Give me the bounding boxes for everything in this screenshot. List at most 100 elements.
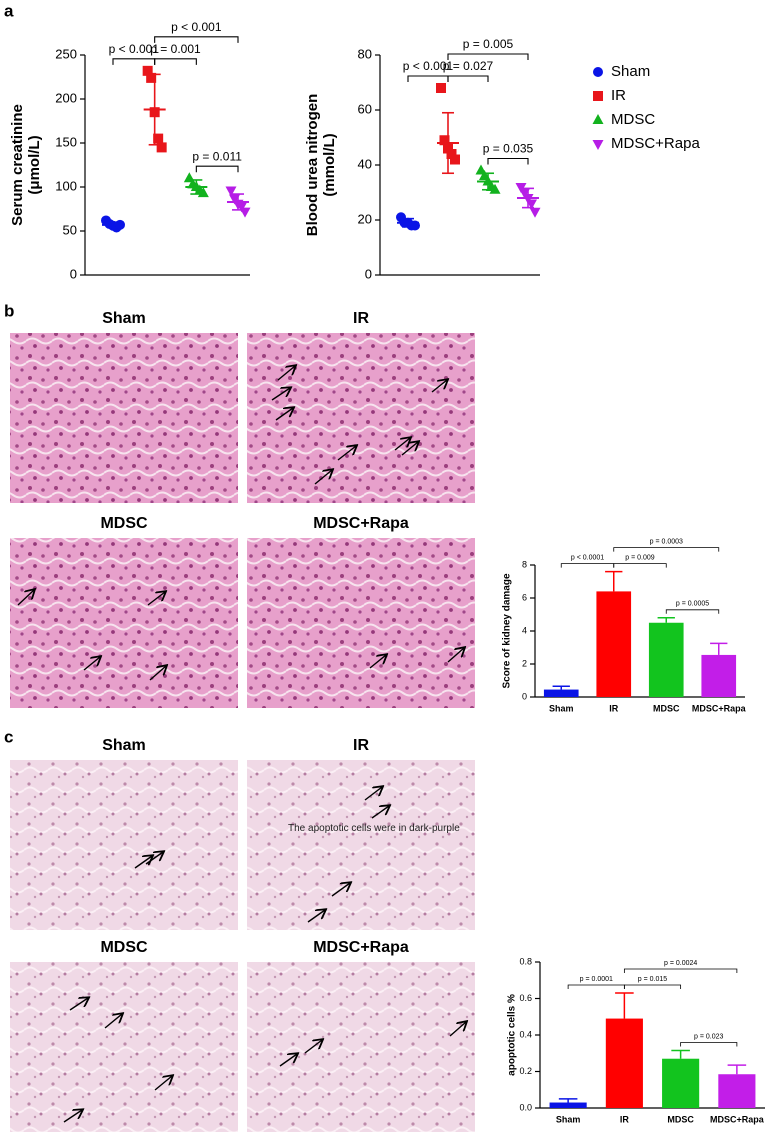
image-title: MDSC+Rapa: [313, 939, 409, 956]
image-title: IR: [353, 310, 369, 327]
p-value: p = 0.023: [694, 1033, 723, 1040]
image-title: Sham: [102, 737, 146, 754]
histology-image: [247, 760, 475, 930]
histology-image: [10, 962, 238, 1132]
significance-bracket: [154, 58, 197, 65]
arrow: [134, 856, 152, 869]
legend-marker: [593, 67, 603, 77]
y-tick-label: 4: [522, 625, 527, 635]
dot: [146, 72, 157, 83]
arrow: [304, 1040, 322, 1054]
p-value: p < 0.001: [403, 59, 454, 73]
significance-bracket: [613, 547, 720, 552]
x-tick-label: IR: [620, 1114, 630, 1124]
legend-marker: [592, 140, 604, 150]
y-tick-label: 60: [358, 101, 372, 116]
arrow: [369, 655, 386, 669]
histology-image: [10, 760, 238, 930]
bar: [596, 591, 632, 697]
y-tick-label: 100: [55, 178, 77, 193]
arrow: [154, 1076, 172, 1091]
arrow: [83, 657, 100, 671]
arrow: [147, 592, 165, 606]
panel-label: b: [4, 301, 14, 320]
histology-image: [247, 962, 475, 1132]
bar: [701, 654, 737, 697]
arrow: [307, 910, 325, 923]
x-tick-label: MDSC: [653, 703, 680, 713]
dot: [529, 207, 541, 218]
dot: [153, 133, 164, 144]
dot: [446, 149, 457, 159]
x-tick-label: Sham: [556, 1114, 581, 1124]
arrow: [401, 442, 418, 456]
histology-image: [10, 333, 238, 503]
arrow: [394, 438, 410, 451]
legend-label: MDSC: [611, 111, 655, 128]
y-tick-label: 250: [55, 46, 77, 61]
arrow: [275, 408, 293, 421]
y-tick-label: 0: [70, 266, 77, 281]
dot: [156, 142, 167, 153]
y-tick-label: 8: [522, 559, 527, 569]
y-tick-label: 40: [358, 156, 372, 171]
p-value: p = 0.005: [463, 37, 514, 51]
arrow: [271, 388, 290, 401]
arrow: [149, 666, 166, 681]
p-value: p = 0.0003: [650, 538, 683, 545]
image-title: MDSC: [100, 939, 148, 956]
y-tick-label: 2: [522, 658, 527, 668]
p-value: p < 0.001: [109, 42, 160, 56]
dot: [439, 135, 450, 146]
p-value: p = 0.001: [150, 42, 201, 56]
y-tick-label: 0.0: [519, 1102, 532, 1112]
y-tick-label: 80: [358, 46, 372, 61]
arrow: [69, 998, 88, 1011]
dot: [436, 83, 446, 93]
p-value: p = 0.0001: [580, 976, 613, 983]
p-value: p < 0.0001: [571, 554, 604, 561]
arrow: [17, 590, 34, 606]
bar: [543, 689, 579, 697]
arrow: [431, 380, 447, 393]
x-tick-label: MDSC: [667, 1114, 694, 1124]
arrow: [104, 1014, 122, 1029]
dot: [450, 154, 460, 165]
arrow: [145, 852, 163, 865]
bar: [648, 622, 684, 697]
significance-bracket: [567, 984, 625, 990]
y-tick-label: 0: [365, 266, 372, 281]
x-tick-label: MDSC+Rapa: [710, 1114, 765, 1124]
significance-bracket: [560, 563, 615, 568]
arrow: [279, 1054, 297, 1067]
histology-image: [247, 538, 475, 708]
significance-bracket: [623, 968, 738, 974]
p-value: p = 0.035: [483, 142, 534, 156]
y-tick-label: 0.6: [519, 993, 532, 1003]
y-tick-label: 0.8: [519, 956, 532, 966]
bar: [549, 1102, 587, 1108]
significance-bracket: [154, 36, 239, 43]
y-tick-label: 20: [358, 211, 372, 226]
significance-bracket: [407, 75, 449, 82]
legend-label: Sham: [611, 63, 650, 80]
x-tick-label: IR: [609, 703, 619, 713]
bar: [605, 1018, 643, 1108]
dot: [515, 183, 527, 193]
significance-bracket: [487, 157, 529, 165]
arrow: [364, 787, 382, 801]
y-tick-label: 0: [522, 691, 527, 701]
p-value: p < 0.001: [171, 20, 222, 34]
y-axis-title: Score of kidney damage: [502, 573, 513, 688]
image-title: MDSC+Rapa: [313, 515, 409, 532]
dot: [489, 183, 501, 194]
y-tick-label: 0.2: [519, 1066, 532, 1076]
significance-bracket: [623, 984, 682, 990]
panel-label: a: [4, 1, 14, 20]
arrow: [314, 470, 332, 485]
p-value: p = 0.0024: [664, 960, 697, 967]
arrow: [63, 1110, 82, 1123]
arrow: [331, 883, 350, 897]
y-tick-label: 6: [522, 592, 527, 602]
